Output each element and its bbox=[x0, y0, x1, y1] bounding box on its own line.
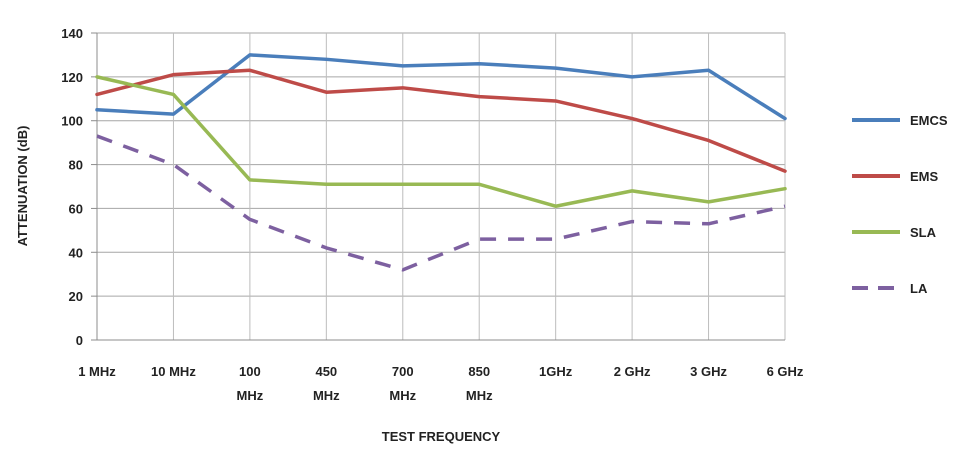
x-tick-label: MHz bbox=[466, 388, 493, 403]
x-tick-label: 100 bbox=[239, 364, 261, 379]
x-tick-label: MHz bbox=[313, 388, 340, 403]
x-tick-label: 1 MHz bbox=[78, 364, 116, 379]
gridlines bbox=[96, 32, 786, 340]
legend-label-sla: SLA bbox=[910, 225, 937, 240]
axes bbox=[91, 32, 785, 341]
series-line-ems bbox=[95, 68, 787, 173]
series-line-emcs bbox=[95, 53, 787, 121]
x-tick-label: 1GHz bbox=[539, 364, 573, 379]
series-line-la bbox=[96, 134, 786, 272]
y-tick-label: 140 bbox=[61, 26, 83, 41]
y-tick-label: 120 bbox=[61, 70, 83, 85]
legend-label-ems: EMS bbox=[910, 169, 939, 184]
y-axis-title: ATTENUATION (dB) bbox=[15, 126, 30, 247]
x-tick-label: 2 GHz bbox=[614, 364, 651, 379]
y-tick-label: 100 bbox=[61, 114, 83, 129]
y-tick-label: 0 bbox=[76, 333, 83, 348]
x-tick-label: 850 bbox=[468, 364, 490, 379]
x-tick-label: MHz bbox=[389, 388, 416, 403]
x-tick-label: 6 GHz bbox=[767, 364, 804, 379]
x-tick-label: MHz bbox=[237, 388, 264, 403]
y-tick-label: 80 bbox=[69, 158, 83, 173]
legend-label-emcs: EMCS bbox=[910, 113, 948, 128]
x-axis-title: TEST FREQUENCY bbox=[382, 429, 501, 444]
y-tick-label: 60 bbox=[69, 201, 83, 216]
y-tick-label: 40 bbox=[69, 245, 83, 260]
x-tick-label: 700 bbox=[392, 364, 414, 379]
x-tick-labels: 1 MHz 10 MHz 100 MHz 450 MHz 700 MHz 850 MHz 1GHz 2… bbox=[78, 364, 804, 403]
legend-label-la: LA bbox=[910, 281, 928, 296]
legend: EMCS EMS SLA LA bbox=[852, 113, 948, 296]
series-lines bbox=[95, 53, 787, 272]
y-tick-label: 20 bbox=[69, 289, 83, 304]
x-tick-label: 10 MHz bbox=[151, 364, 196, 379]
y-tick-labels: 0 20 40 60 80 100 120 140 bbox=[61, 26, 83, 348]
x-tick-label: 450 bbox=[315, 364, 337, 379]
series-line-sla bbox=[95, 75, 787, 208]
x-tick-label: 3 GHz bbox=[690, 364, 727, 379]
